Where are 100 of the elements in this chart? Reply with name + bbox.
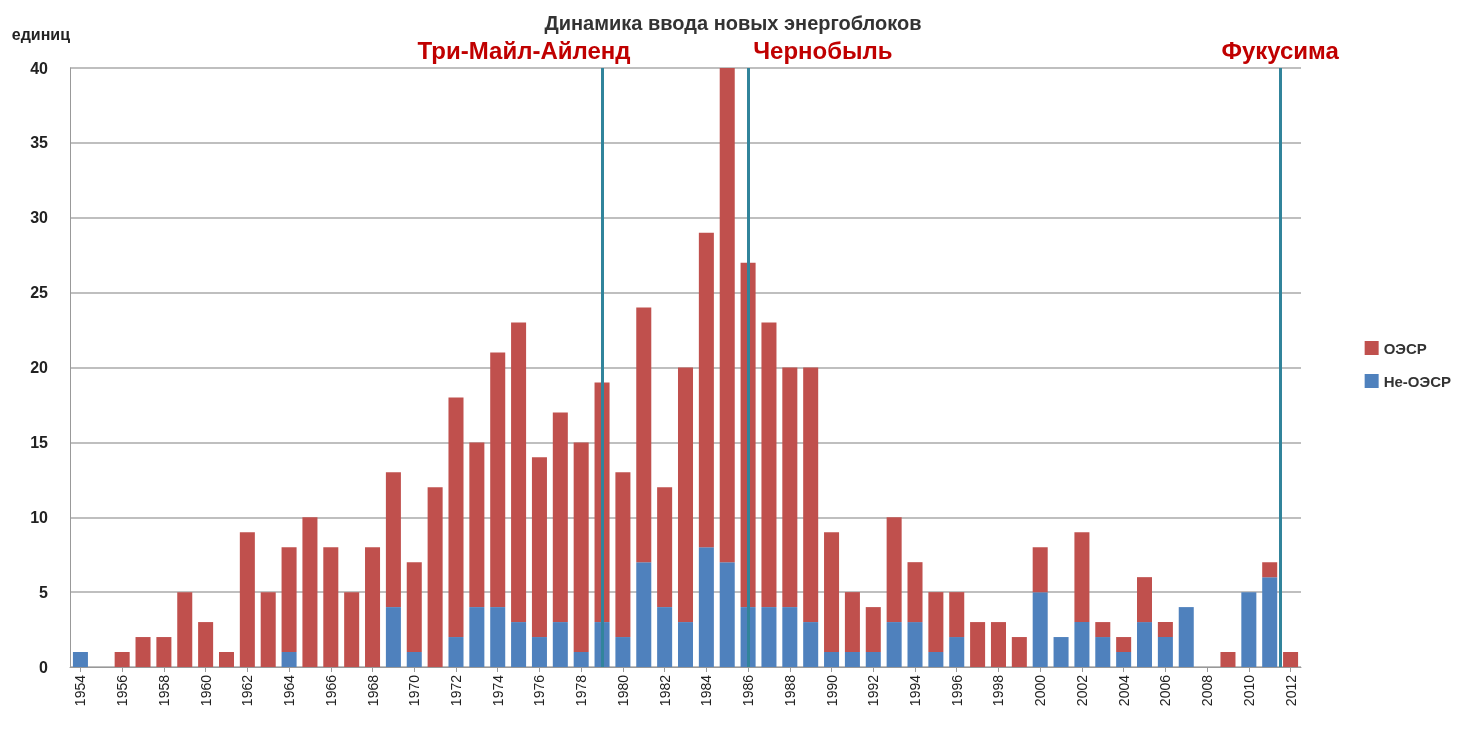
bar xyxy=(1262,562,1278,578)
y-tick-label: 35 xyxy=(30,134,49,152)
bar xyxy=(1157,637,1173,667)
bar xyxy=(365,547,381,667)
x-tick-label: 2006 xyxy=(1157,674,1174,707)
bar xyxy=(1095,637,1111,667)
bar xyxy=(907,622,923,667)
x-tick-label: 1988 xyxy=(781,674,798,707)
bar xyxy=(824,652,840,667)
bar xyxy=(469,442,485,608)
bar xyxy=(511,322,527,623)
bar xyxy=(1011,637,1027,667)
y-tick-label: 10 xyxy=(30,508,49,526)
x-tick-label: 1954 xyxy=(72,674,89,707)
ref-line-label: Три-Майл-Айленд xyxy=(417,36,631,64)
bar xyxy=(761,322,777,608)
bar xyxy=(239,532,255,667)
y-tick-label: 20 xyxy=(30,359,49,376)
bar xyxy=(1032,592,1048,667)
bar xyxy=(990,622,1006,667)
bar xyxy=(511,622,527,667)
bar xyxy=(719,562,735,667)
x-tick-label: 2012 xyxy=(1282,674,1299,707)
bar xyxy=(657,487,673,608)
bar xyxy=(886,517,902,623)
bar xyxy=(636,307,652,563)
bar xyxy=(636,562,652,667)
bar xyxy=(970,622,986,667)
bar xyxy=(824,532,840,653)
x-tick-label: 1982 xyxy=(656,674,673,707)
bar xyxy=(490,352,506,608)
x-tick-label: 1968 xyxy=(364,674,381,707)
x-tick-label: 1994 xyxy=(907,674,924,707)
bar xyxy=(531,457,547,638)
y-tick-label: 30 xyxy=(30,209,49,227)
x-tick-label: 1986 xyxy=(740,674,757,707)
bar xyxy=(573,652,589,667)
bar xyxy=(1032,547,1048,593)
bar xyxy=(448,397,464,638)
bar xyxy=(198,622,214,667)
bar xyxy=(657,607,673,667)
bar xyxy=(928,592,944,653)
legend-label: ОЭСР xyxy=(1383,339,1427,357)
bar xyxy=(949,592,965,638)
bar xyxy=(385,607,401,667)
ref-line-label: Фукусима xyxy=(1221,36,1340,64)
x-tick-label: 2000 xyxy=(1032,674,1049,707)
bar xyxy=(761,607,777,667)
x-tick-label: 1956 xyxy=(114,674,131,707)
bar xyxy=(531,637,547,667)
bar xyxy=(1053,637,1069,667)
x-tick-label: 1992 xyxy=(865,674,882,707)
bar xyxy=(803,622,819,667)
bar xyxy=(949,637,965,667)
y-tick-label: 0 xyxy=(39,658,49,676)
bar xyxy=(281,547,297,653)
bar xyxy=(698,232,714,548)
bar xyxy=(114,652,130,667)
x-tick-label: 1996 xyxy=(948,674,965,707)
bar xyxy=(1241,592,1257,667)
y-tick-label: 40 xyxy=(30,59,49,77)
x-tick-label: 2002 xyxy=(1073,674,1090,707)
bar xyxy=(886,622,902,667)
x-tick-label: 1978 xyxy=(573,674,590,707)
x-tick-label: 1970 xyxy=(406,674,423,707)
bar xyxy=(552,412,568,623)
bar xyxy=(385,472,401,608)
bar xyxy=(782,607,798,667)
chart-title: Динамика ввода новых энергоблоков xyxy=(544,12,922,34)
x-tick-label: 1972 xyxy=(447,674,464,707)
bar xyxy=(323,547,339,667)
bar xyxy=(406,652,422,667)
bar xyxy=(573,442,589,653)
bar xyxy=(1283,652,1299,667)
bar xyxy=(344,592,360,667)
bar xyxy=(1262,577,1278,667)
bar xyxy=(448,637,464,667)
x-tick-label: 1962 xyxy=(239,674,256,707)
x-tick-label: 2010 xyxy=(1240,674,1257,707)
bar xyxy=(72,652,88,667)
bar xyxy=(260,592,276,667)
y-axis-title: единиц xyxy=(11,25,71,43)
bar xyxy=(552,622,568,667)
x-tick-label: 1958 xyxy=(155,674,172,707)
bar xyxy=(427,487,443,667)
bar xyxy=(1074,532,1090,623)
x-tick-label: 1984 xyxy=(698,674,715,707)
x-tick-label: 2008 xyxy=(1199,674,1216,707)
bar xyxy=(865,652,881,667)
bar xyxy=(1074,622,1090,667)
bar xyxy=(1157,622,1173,638)
bar xyxy=(406,562,422,653)
bar xyxy=(1116,652,1132,667)
bar xyxy=(135,637,151,667)
bar xyxy=(1137,622,1153,667)
bar xyxy=(1137,577,1153,623)
bar xyxy=(844,592,860,653)
bar xyxy=(928,652,944,667)
bar xyxy=(615,637,631,667)
bar xyxy=(719,68,735,563)
